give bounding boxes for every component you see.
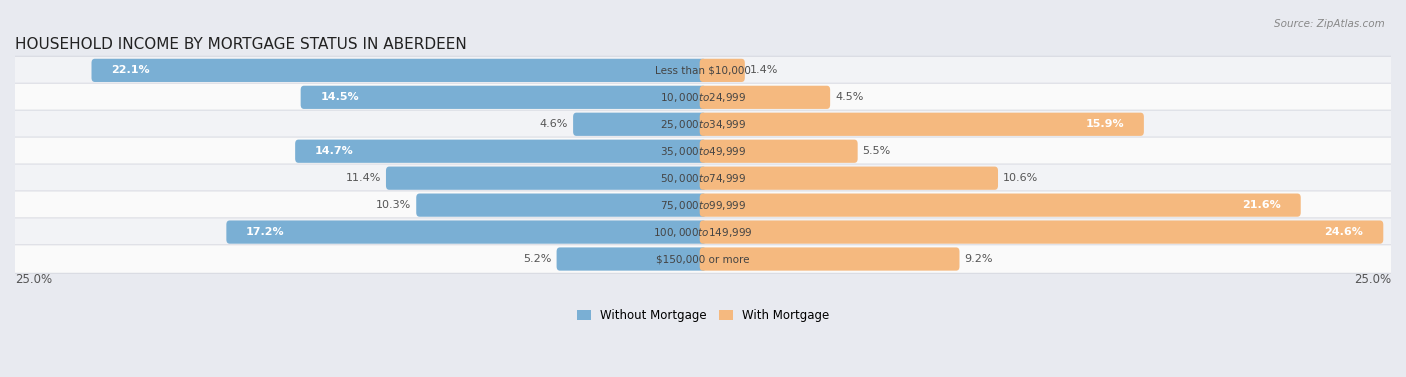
Text: 14.5%: 14.5% bbox=[321, 92, 359, 102]
Legend: Without Mortgage, With Mortgage: Without Mortgage, With Mortgage bbox=[572, 305, 834, 327]
FancyBboxPatch shape bbox=[700, 167, 998, 190]
FancyBboxPatch shape bbox=[14, 56, 1392, 84]
FancyBboxPatch shape bbox=[557, 247, 706, 271]
FancyBboxPatch shape bbox=[574, 113, 706, 136]
FancyBboxPatch shape bbox=[700, 193, 1301, 217]
Text: $100,000 to $149,999: $100,000 to $149,999 bbox=[654, 225, 752, 239]
Text: 17.2%: 17.2% bbox=[246, 227, 285, 237]
Text: 22.1%: 22.1% bbox=[111, 65, 150, 75]
Text: 5.5%: 5.5% bbox=[863, 146, 891, 156]
Text: 10.3%: 10.3% bbox=[375, 200, 412, 210]
FancyBboxPatch shape bbox=[14, 164, 1392, 192]
Text: $150,000 or more: $150,000 or more bbox=[657, 254, 749, 264]
Text: $10,000 to $24,999: $10,000 to $24,999 bbox=[659, 91, 747, 104]
FancyBboxPatch shape bbox=[14, 245, 1392, 273]
FancyBboxPatch shape bbox=[295, 139, 706, 163]
Text: Source: ZipAtlas.com: Source: ZipAtlas.com bbox=[1274, 19, 1385, 29]
Text: 11.4%: 11.4% bbox=[346, 173, 381, 183]
Text: 5.2%: 5.2% bbox=[523, 254, 551, 264]
Text: 15.9%: 15.9% bbox=[1085, 119, 1123, 129]
Text: 9.2%: 9.2% bbox=[965, 254, 993, 264]
Text: Less than $10,000: Less than $10,000 bbox=[655, 65, 751, 75]
FancyBboxPatch shape bbox=[14, 191, 1392, 219]
FancyBboxPatch shape bbox=[91, 59, 706, 82]
Text: $25,000 to $34,999: $25,000 to $34,999 bbox=[659, 118, 747, 131]
FancyBboxPatch shape bbox=[14, 110, 1392, 138]
FancyBboxPatch shape bbox=[14, 137, 1392, 166]
Text: $50,000 to $74,999: $50,000 to $74,999 bbox=[659, 172, 747, 185]
FancyBboxPatch shape bbox=[14, 218, 1392, 246]
Text: 25.0%: 25.0% bbox=[1354, 273, 1391, 286]
Text: 10.6%: 10.6% bbox=[1002, 173, 1038, 183]
Text: $35,000 to $49,999: $35,000 to $49,999 bbox=[659, 145, 747, 158]
FancyBboxPatch shape bbox=[700, 139, 858, 163]
Text: 1.4%: 1.4% bbox=[749, 65, 778, 75]
FancyBboxPatch shape bbox=[700, 59, 745, 82]
Text: 14.7%: 14.7% bbox=[315, 146, 354, 156]
Text: 25.0%: 25.0% bbox=[15, 273, 52, 286]
FancyBboxPatch shape bbox=[700, 221, 1384, 244]
Text: 24.6%: 24.6% bbox=[1324, 227, 1364, 237]
FancyBboxPatch shape bbox=[700, 86, 830, 109]
Text: 4.6%: 4.6% bbox=[540, 119, 568, 129]
Text: HOUSEHOLD INCOME BY MORTGAGE STATUS IN ABERDEEN: HOUSEHOLD INCOME BY MORTGAGE STATUS IN A… bbox=[15, 37, 467, 52]
Text: 4.5%: 4.5% bbox=[835, 92, 863, 102]
FancyBboxPatch shape bbox=[416, 193, 706, 217]
FancyBboxPatch shape bbox=[700, 113, 1144, 136]
FancyBboxPatch shape bbox=[387, 167, 706, 190]
Text: 21.6%: 21.6% bbox=[1241, 200, 1281, 210]
FancyBboxPatch shape bbox=[301, 86, 706, 109]
Text: $75,000 to $99,999: $75,000 to $99,999 bbox=[659, 199, 747, 211]
FancyBboxPatch shape bbox=[226, 221, 706, 244]
FancyBboxPatch shape bbox=[700, 247, 959, 271]
FancyBboxPatch shape bbox=[14, 83, 1392, 112]
